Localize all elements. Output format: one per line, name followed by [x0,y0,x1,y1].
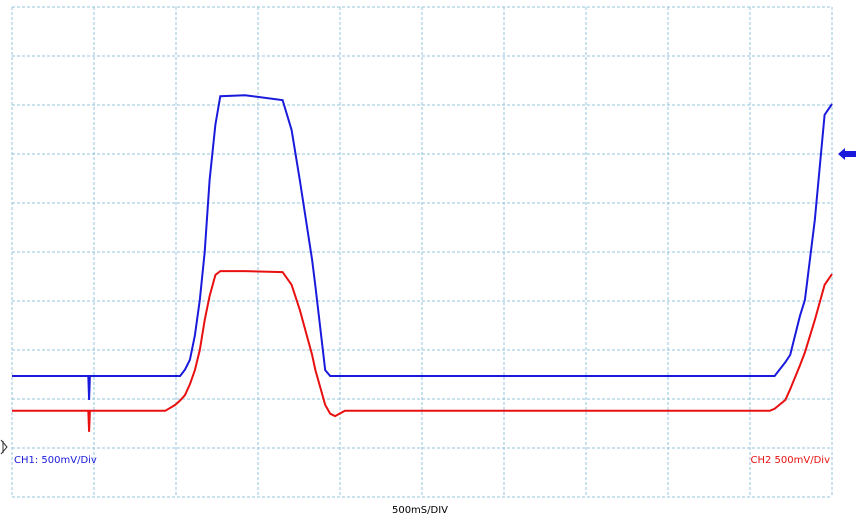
trace [12,270,833,432]
legend-entry: CH1: 500mV/Div [14,455,97,466]
traces [12,94,833,432]
trace [12,94,833,401]
reference-marker [838,148,856,160]
legend-entry: CH2 500mV/Div [751,455,831,466]
grid [11,6,833,498]
trigger-marker [0,439,8,455]
x-axis-label: 500mS/DIV [392,505,448,516]
